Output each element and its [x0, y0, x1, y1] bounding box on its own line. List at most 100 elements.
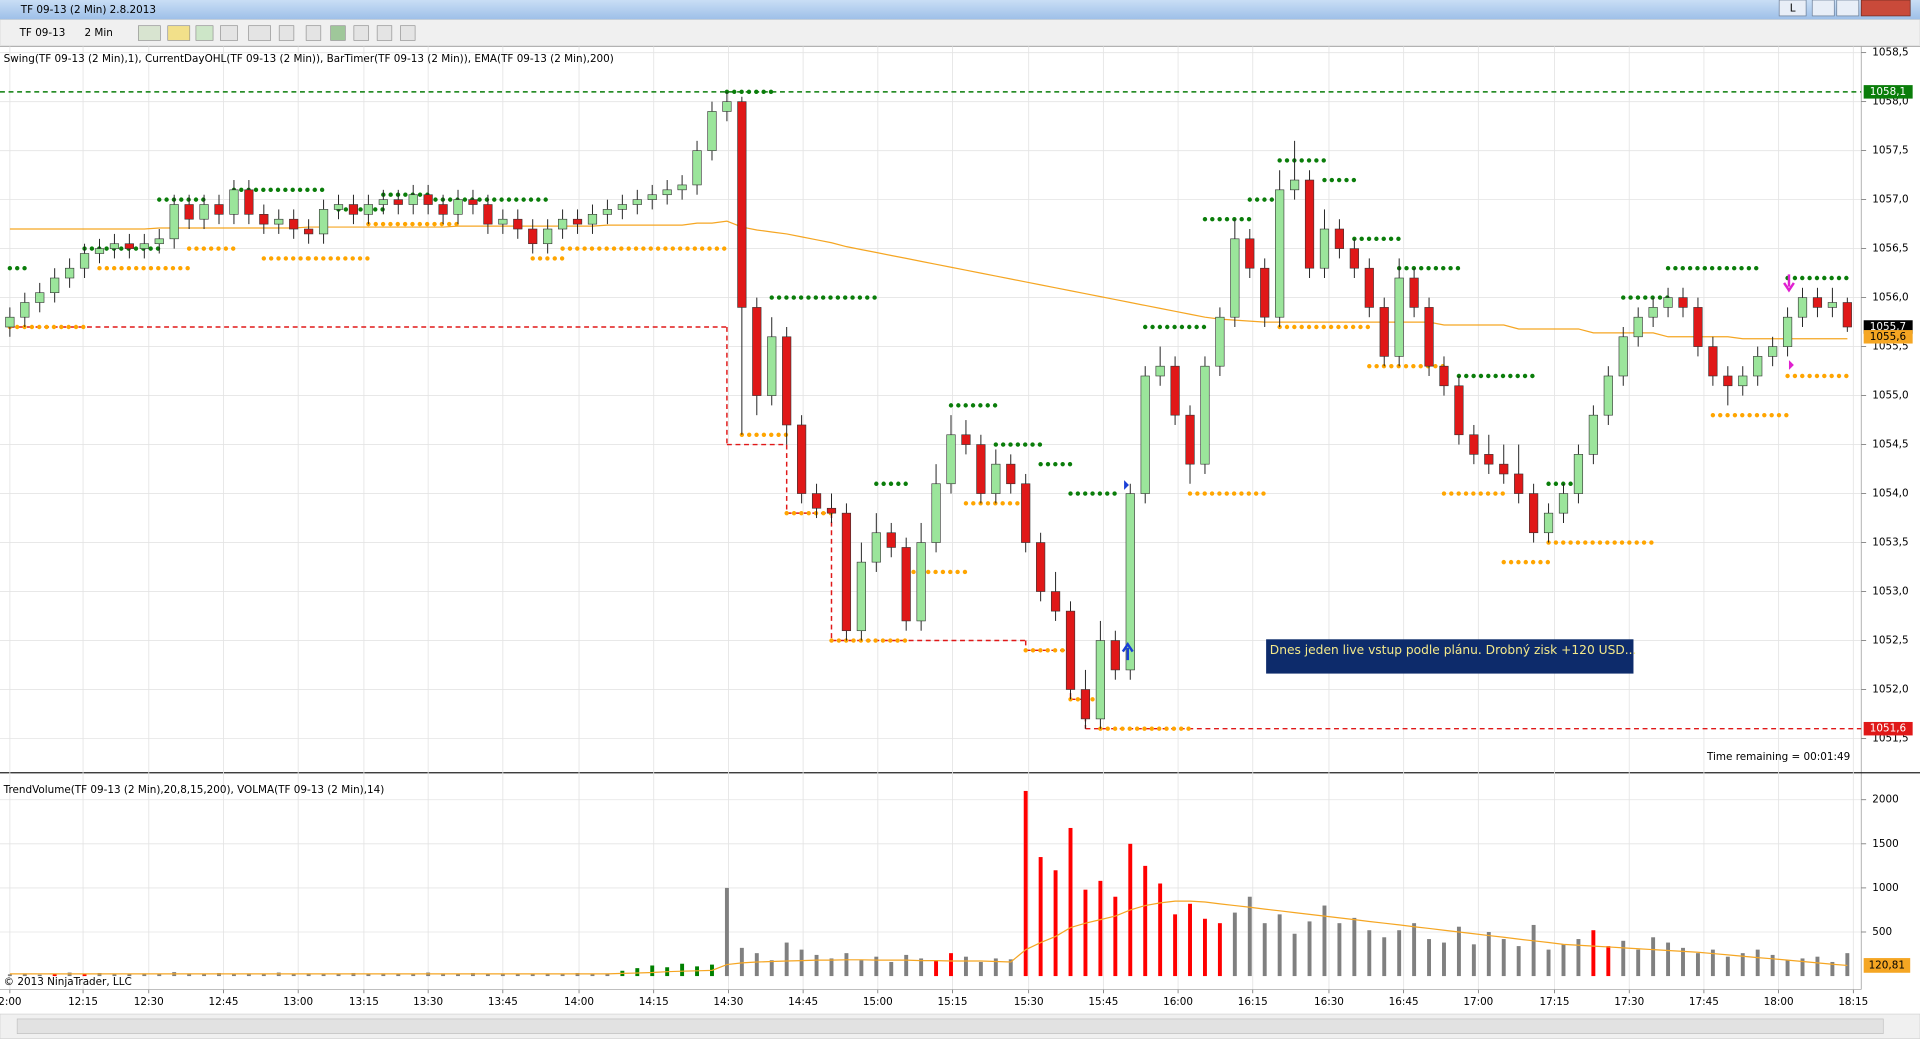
volume-bar — [739, 947, 744, 977]
candle-body — [662, 189, 672, 196]
volume-bar — [306, 973, 311, 977]
volume-bar — [1725, 956, 1730, 977]
volume-bar — [1770, 954, 1775, 977]
candle-body — [1588, 414, 1598, 455]
instrument-selector[interactable]: TF 09-13 — [19, 27, 66, 39]
volume-bar — [411, 974, 416, 977]
volume-bar — [1576, 939, 1581, 977]
x-tick-label: 17:15 — [1540, 996, 1570, 1008]
candle-body — [35, 292, 45, 303]
volume-bar — [889, 961, 894, 977]
candle-body — [513, 218, 523, 230]
volume-bar — [1710, 949, 1715, 977]
candle-body — [378, 199, 388, 205]
price-tag-label: 1058,1 — [1870, 86, 1906, 98]
candle-body — [1633, 316, 1643, 338]
volume-bar — [1621, 940, 1626, 977]
candle-body — [841, 512, 852, 632]
y-tick-label: 1054,0 — [1872, 488, 1908, 500]
candle-body — [558, 218, 568, 230]
candle-body — [931, 483, 941, 543]
candle-body — [393, 199, 403, 205]
candle-body — [1290, 179, 1300, 191]
volume-bar — [963, 956, 968, 977]
candle-body — [1065, 610, 1076, 690]
volume-bar — [500, 973, 505, 977]
candle-body — [587, 214, 598, 225]
candle-body — [109, 243, 120, 249]
period-selector[interactable]: 2 Min — [84, 27, 112, 39]
volume-bar — [1352, 917, 1357, 977]
volume-bar — [321, 974, 326, 977]
volume-bar — [1815, 956, 1820, 977]
volume-bar — [366, 974, 371, 977]
volume-bar — [1292, 933, 1297, 977]
candle-body — [1200, 365, 1210, 465]
volume-bar — [381, 973, 386, 977]
window-button[interactable] — [1778, 0, 1807, 17]
x-tick-label: 16:15 — [1238, 996, 1268, 1008]
toolbar-icons[interactable] — [138, 25, 416, 41]
y-tick-label: 1057,5 — [1872, 145, 1908, 157]
volume-bar — [1666, 942, 1671, 977]
volume-bar — [1740, 953, 1745, 977]
candle-body — [1678, 297, 1688, 308]
scrollbar-thumb[interactable] — [16, 1018, 1884, 1034]
x-tick-label: 14:45 — [788, 996, 818, 1008]
candle-body — [214, 204, 224, 215]
volume-bar — [97, 972, 102, 977]
candle-body — [737, 101, 747, 308]
candle-body — [707, 111, 717, 151]
x-tick-label: 16:45 — [1389, 996, 1419, 1008]
volume-ma-tag — [1863, 958, 1911, 973]
price-tag — [1863, 85, 1913, 99]
volume-bar — [142, 973, 147, 977]
x-tick-label: 15:00 — [863, 996, 893, 1008]
volume-bar — [1442, 942, 1446, 977]
x-tick-label: 12:45 — [209, 996, 239, 1008]
candle-body — [5, 316, 15, 328]
volume-bar — [1232, 912, 1237, 977]
close-button[interactable] — [1860, 0, 1911, 17]
candle-body — [1409, 277, 1419, 308]
candle-body — [1260, 267, 1270, 318]
maximize-button[interactable] — [1836, 0, 1860, 17]
volume-indicator-label: TrendVolume(TF 09-13 (2 Min),20,8,15,200… — [3, 784, 385, 796]
volume-bar — [1053, 870, 1058, 977]
plot-layer: 2:00 12:15 12:30 12:45 13:00 13:15 13:30 13:45 1… — [0, 46, 1913, 1008]
volume-bar — [799, 949, 804, 977]
x-tick-label: 16:00 — [1163, 996, 1193, 1008]
volume-bar — [919, 958, 924, 977]
volume-bar — [456, 973, 460, 977]
candle-body — [468, 199, 478, 205]
volume-bar — [1158, 883, 1163, 977]
y-tick-label: 1055,0 — [1872, 390, 1908, 402]
candle-body — [1275, 189, 1285, 318]
candle-body — [991, 463, 1001, 494]
minimize-button[interactable] — [1811, 0, 1835, 17]
volume-bar — [1531, 924, 1536, 977]
volume-ma-line — [9, 900, 1848, 975]
candle-body — [1215, 316, 1225, 367]
price-tag-label: 1051,6 — [1870, 723, 1906, 735]
window-button-label[interactable]: L — [1790, 3, 1796, 15]
candle-body — [50, 277, 60, 294]
candle-body — [154, 238, 164, 245]
volume-bar — [724, 887, 729, 977]
volume-bar — [1217, 923, 1222, 977]
candle-body — [1334, 228, 1345, 249]
price-tag-label: 1055,7 — [1870, 321, 1906, 333]
annotation-box — [1266, 639, 1634, 674]
candle-body — [408, 194, 418, 205]
candle-body — [318, 209, 329, 235]
x-tick-label: 15:15 — [938, 996, 968, 1008]
candle-body — [1708, 346, 1718, 377]
candle-body — [348, 204, 359, 215]
candle-body — [199, 204, 209, 220]
x-tick-label: 17:45 — [1689, 996, 1719, 1008]
x-tick-label: 15:30 — [1014, 996, 1044, 1008]
y-tick-label: 1052,5 — [1872, 635, 1908, 647]
volume-bar — [978, 961, 983, 977]
x-tick-label: 14:00 — [564, 996, 594, 1008]
volume-bar — [1412, 923, 1417, 977]
